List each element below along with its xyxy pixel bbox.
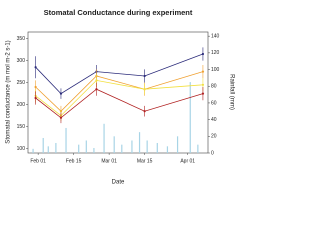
rain-bar	[42, 137, 44, 153]
point	[95, 88, 98, 91]
rain-bar	[156, 142, 158, 153]
y2-tick-label: 100	[211, 67, 220, 73]
x-tick-label: Apr 01	[180, 158, 195, 164]
rain-bar	[32, 148, 34, 153]
y2-tick-label: 0	[211, 150, 214, 156]
rain-bar	[65, 127, 67, 153]
point	[201, 83, 205, 86]
y-tick-label: 200	[17, 102, 26, 108]
chart-title: Stomatal Conductance during experiment	[44, 8, 193, 17]
y2-tick-label: 40	[211, 117, 217, 123]
point	[34, 85, 37, 89]
y-tick-label: 350	[17, 36, 26, 42]
rain-bar	[146, 140, 148, 153]
y-tick-label: 300	[17, 58, 26, 64]
rain-bar	[131, 140, 133, 153]
point	[201, 92, 205, 95]
y2-axis-label: Rainfall (mm)	[228, 74, 234, 110]
x-tick-label: Feb 01	[30, 158, 46, 164]
y2-tick-label: 80	[211, 84, 217, 90]
rain-bar	[189, 82, 191, 153]
x-tick-label: Mar 15	[137, 158, 153, 164]
point	[201, 52, 205, 56]
point	[95, 79, 98, 82]
point	[59, 116, 63, 119]
rain-bar	[138, 132, 141, 153]
rain-bar	[197, 144, 199, 153]
rain-bar	[93, 147, 95, 153]
rain-bar	[166, 146, 169, 153]
y-tick-label: 150	[17, 124, 26, 130]
point	[59, 92, 63, 95]
y-tick-label: 250	[17, 80, 26, 86]
x-tick-label: Feb 15	[66, 158, 82, 164]
chart: Stomatal Conductance during experiment D…	[6, 8, 235, 186]
y2-tick-label: 20	[211, 134, 217, 140]
rain-bar	[55, 142, 57, 153]
rain-bar	[103, 123, 105, 153]
point	[143, 110, 146, 113]
rain-bar	[85, 140, 87, 153]
point	[201, 70, 205, 73]
y2-tick-label: 140	[211, 34, 220, 40]
series-line	[35, 53, 204, 95]
rain-bar	[78, 144, 80, 153]
point	[34, 96, 37, 100]
rain-bar	[176, 136, 179, 153]
y-axis-label: Stomatal conductance (m mol m-2 s-1)	[6, 40, 12, 143]
plot-frame	[27, 31, 209, 154]
point	[143, 74, 146, 78]
rain-bar	[121, 144, 123, 153]
x-tick-label: Mar 01	[101, 158, 117, 164]
x-axis-label: Date	[112, 180, 125, 186]
y2-tick-label: 120	[211, 50, 220, 56]
y-tick-label: 100	[17, 146, 26, 152]
point	[143, 88, 146, 91]
rain-bar	[113, 136, 115, 153]
y2-tick-label: 60	[211, 100, 217, 106]
rain-bar	[47, 146, 49, 153]
point	[34, 66, 37, 69]
